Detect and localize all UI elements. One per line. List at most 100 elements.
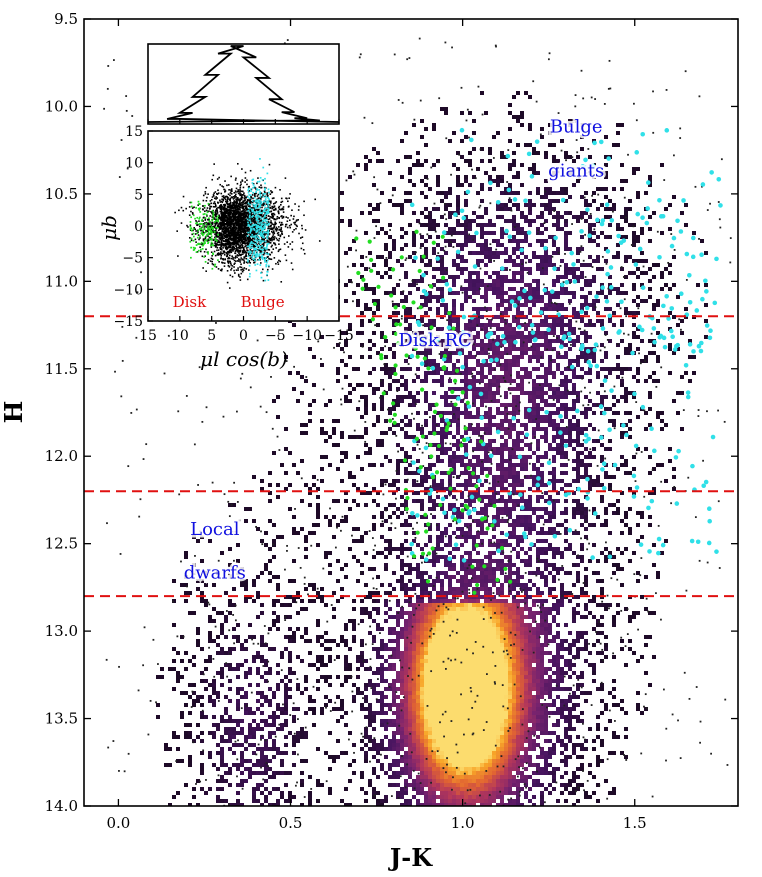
density-cell — [524, 343, 528, 347]
density-cell — [648, 423, 652, 427]
density-cell — [532, 631, 536, 635]
density-cell — [512, 343, 516, 347]
density-cell — [500, 411, 504, 415]
density-cell — [520, 547, 524, 551]
density-cell — [568, 431, 572, 435]
density-cell — [548, 199, 552, 203]
density-cell — [500, 443, 504, 447]
density-cell — [616, 287, 620, 291]
density-cell — [552, 207, 556, 211]
density-cell — [544, 203, 548, 207]
density-cell — [596, 631, 600, 635]
density-cell — [420, 295, 424, 299]
density-cell — [464, 639, 468, 643]
density-cell — [568, 435, 572, 439]
density-cell — [456, 611, 460, 615]
density-cell — [648, 279, 652, 283]
density-cell — [424, 371, 428, 375]
density-cell — [332, 607, 336, 611]
density-cell — [472, 399, 476, 403]
density-cell — [656, 331, 660, 335]
density-cell — [440, 339, 444, 343]
density-cell — [324, 639, 328, 643]
density-cell — [508, 567, 512, 571]
density-cell — [468, 491, 472, 495]
density-cell — [316, 659, 320, 663]
density-cell — [460, 139, 464, 143]
density-cell — [408, 619, 412, 623]
density-cell — [604, 655, 608, 659]
density-cell — [464, 583, 468, 587]
density-cell — [520, 483, 524, 487]
density-cell — [476, 647, 480, 651]
density-cell — [580, 355, 584, 359]
density-cell — [412, 679, 416, 683]
density-cell — [488, 347, 492, 351]
density-cell — [528, 143, 532, 147]
density-cell — [704, 283, 708, 287]
density-cell — [596, 619, 600, 623]
density-cell — [508, 619, 512, 623]
density-cell — [576, 651, 580, 655]
density-cell — [428, 611, 432, 615]
density-cell — [468, 323, 472, 327]
density-cell — [448, 643, 452, 647]
density-cell — [576, 595, 580, 599]
density-cell — [424, 215, 428, 219]
density-cell — [548, 687, 552, 691]
density-cell — [260, 603, 264, 607]
density-cell — [432, 619, 436, 623]
density-cell — [576, 267, 580, 271]
density-cell — [404, 131, 408, 135]
density-cell — [648, 339, 652, 343]
density-cell — [460, 639, 464, 643]
density-cell — [552, 159, 556, 163]
density-cell — [404, 155, 408, 159]
density-cell — [460, 527, 464, 531]
density-cell — [572, 583, 576, 587]
density-cell — [520, 263, 524, 267]
density-cell — [376, 351, 380, 355]
density-cell — [484, 607, 488, 611]
density-cell — [472, 387, 476, 391]
density-cell — [504, 259, 508, 263]
density-cell — [392, 291, 396, 295]
density-cell — [344, 399, 348, 403]
density-cell — [484, 423, 488, 427]
density-cell — [488, 459, 492, 463]
density-cell — [576, 639, 580, 643]
density-cell — [364, 411, 368, 415]
density-cell — [424, 391, 428, 395]
density-cell — [532, 383, 536, 387]
density-cell — [548, 323, 552, 327]
density-cell — [412, 687, 416, 691]
density-cell — [468, 439, 472, 443]
density-cell — [360, 331, 364, 335]
density-cell — [496, 363, 500, 367]
density-cell — [540, 659, 544, 663]
density-cell — [400, 627, 404, 631]
density-cell — [584, 331, 588, 335]
density-cell — [572, 511, 576, 515]
density-cell — [644, 359, 648, 363]
density-cell — [532, 659, 536, 663]
density-cell — [540, 323, 544, 327]
density-cell — [544, 367, 548, 371]
density-cell — [480, 635, 484, 639]
density-cell — [516, 631, 520, 635]
density-cell — [316, 679, 320, 683]
density-cell — [220, 631, 224, 635]
density-cell — [504, 323, 508, 327]
density-cell — [396, 395, 400, 399]
density-cell — [540, 683, 544, 687]
density-cell — [372, 423, 376, 427]
density-cell — [500, 599, 504, 603]
density-cell — [376, 231, 380, 235]
density-cell — [412, 675, 416, 679]
density-cell — [528, 475, 532, 479]
density-cell — [508, 663, 512, 667]
density-cell — [244, 599, 248, 603]
density-cell — [504, 427, 508, 431]
density-cell — [364, 607, 368, 611]
density-cell — [404, 683, 408, 687]
